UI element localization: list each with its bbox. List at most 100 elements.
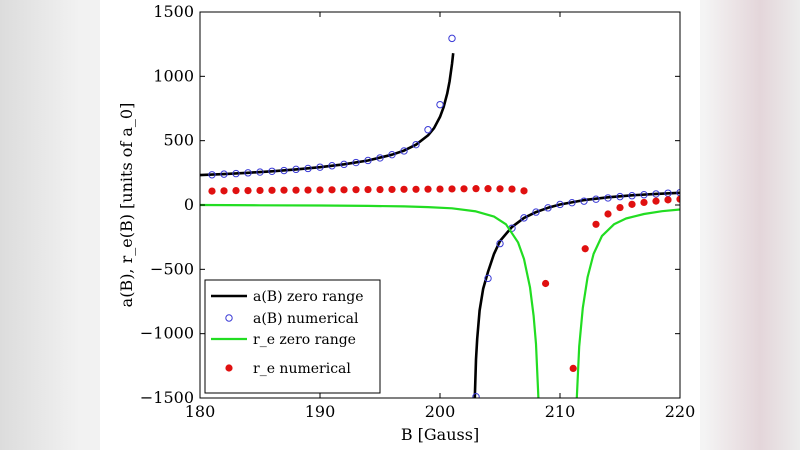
legend-swatch-marker	[225, 314, 233, 322]
data-point-a-numerical	[376, 154, 384, 162]
x-tick-label: 190	[305, 402, 336, 421]
data-point-re-numerical	[508, 185, 516, 193]
y-tick-label: −500	[150, 259, 194, 278]
data-point-a-numerical	[364, 156, 372, 165]
data-point-re-numerical	[581, 245, 589, 253]
data-point-re-numerical	[436, 185, 444, 193]
x-axis-label: B [Gauss]	[401, 425, 479, 444]
series-line-a-zero-range-branch	[473, 191, 680, 398]
data-point-re-numerical	[280, 186, 288, 194]
data-point-a-numerical	[556, 200, 564, 209]
data-point-re-numerical	[316, 186, 324, 194]
data-point-a-numerical	[580, 197, 588, 205]
data-point-re-numerical	[484, 185, 492, 193]
data-point-a-numerical	[532, 208, 540, 216]
data-point-a-numerical	[436, 100, 444, 109]
legend-box	[204, 279, 381, 394]
data-point-a-numerical	[568, 198, 576, 207]
data-point-re-numerical	[304, 186, 312, 194]
legend-label: r_e numerical	[253, 361, 351, 377]
x-tick-label: 220	[665, 402, 696, 421]
plot-content	[200, 34, 680, 398]
data-point-re-numerical	[412, 185, 420, 193]
x-tick-label: 210	[545, 402, 576, 421]
data-point-a-numerical	[652, 190, 660, 198]
data-point-re-numerical	[664, 196, 672, 204]
series-line-re-zero-range-branch	[575, 208, 680, 398]
data-point-re-numerical	[676, 195, 680, 203]
data-point-a-numerical	[616, 192, 624, 201]
y-tick-label: −1000	[140, 324, 194, 343]
data-point-a-numerical	[496, 239, 504, 248]
data-point-re-numerical	[424, 185, 432, 193]
data-point-a-numerical	[592, 195, 600, 203]
data-point-re-numerical	[220, 187, 228, 195]
data-point-re-numerical	[592, 220, 600, 228]
y-axis-label: a(B), r_e(B) [units of a_0]	[117, 103, 136, 308]
y-tick-label: 500	[163, 131, 194, 150]
data-point-a-numerical	[292, 165, 300, 174]
legend-label: a(B) zero range	[253, 289, 364, 305]
data-point-a-numerical	[220, 170, 228, 178]
data-point-re-numerical	[328, 186, 336, 194]
data-point-a-numerical	[628, 192, 636, 200]
y-tick-label: 1500	[153, 2, 194, 21]
data-point-re-numerical	[256, 186, 264, 195]
data-point-a-numerical	[544, 204, 552, 212]
data-point-re-numerical	[364, 185, 372, 194]
data-point-a-numerical	[340, 160, 348, 169]
data-point-a-numerical	[484, 274, 492, 283]
data-point-re-numerical	[376, 185, 384, 194]
data-point-a-numerical	[472, 393, 480, 398]
data-point-a-numerical	[352, 158, 360, 167]
data-point-a-numerical	[640, 191, 648, 199]
data-point-a-numerical	[256, 168, 264, 176]
y-tick-label: 0	[184, 195, 194, 214]
data-point-a-numerical	[232, 169, 240, 178]
data-point-re-numerical	[472, 185, 480, 193]
x-tick-label: 180	[185, 402, 216, 421]
data-point-a-numerical	[244, 169, 252, 177]
data-point-re-numerical	[460, 185, 468, 193]
data-point-re-numerical	[208, 187, 216, 195]
data-point-a-numerical	[280, 166, 288, 175]
y-tick-label: −1500	[140, 388, 194, 407]
legend-swatch-marker	[225, 364, 233, 372]
data-point-a-numerical	[448, 34, 456, 43]
data-point-a-numerical	[316, 163, 324, 171]
data-point-a-numerical	[208, 171, 216, 179]
data-point-a-numerical	[328, 162, 336, 170]
data-point-re-numerical	[542, 279, 550, 288]
data-point-a-numerical	[400, 147, 408, 155]
data-point-re-numerical	[520, 187, 528, 195]
legend: a(B) zero range a(B) numerical r_e zero ra…	[204, 279, 381, 394]
data-point-re-numerical	[604, 210, 612, 218]
data-point-re-numerical	[628, 200, 636, 208]
data-point-re-numerical	[448, 185, 456, 193]
data-point-re-numerical	[569, 364, 577, 373]
data-point-a-numerical	[604, 194, 612, 202]
data-point-re-numerical	[340, 186, 348, 194]
axis-ticks: 180 190 200 210 220 1500 1000 500 0 −500 −1000 −150…	[140, 2, 695, 421]
data-point-re-numerical	[352, 186, 360, 194]
data-point-re-numerical	[496, 185, 504, 193]
legend-label: a(B) numerical	[253, 311, 359, 327]
data-point-re-numerical	[652, 197, 660, 205]
data-point-a-numerical	[424, 126, 432, 134]
data-point-a-numerical	[268, 167, 276, 175]
x-tick-label: 200	[425, 402, 456, 421]
series-line-a-zero-range	[200, 53, 455, 177]
data-point-re-numerical	[232, 186, 240, 195]
legend-label: r_e zero range	[253, 332, 356, 348]
data-point-re-numerical	[244, 186, 252, 195]
data-point-re-numerical	[640, 198, 648, 207]
data-point-re-numerical	[292, 186, 300, 194]
y-tick-label: 1000	[153, 66, 194, 85]
data-point-re-numerical	[400, 185, 408, 193]
data-point-a-numerical	[388, 150, 396, 159]
series-line-re-zero-range	[200, 203, 540, 398]
data-point-a-numerical	[304, 164, 312, 173]
data-point-re-numerical	[388, 185, 396, 194]
